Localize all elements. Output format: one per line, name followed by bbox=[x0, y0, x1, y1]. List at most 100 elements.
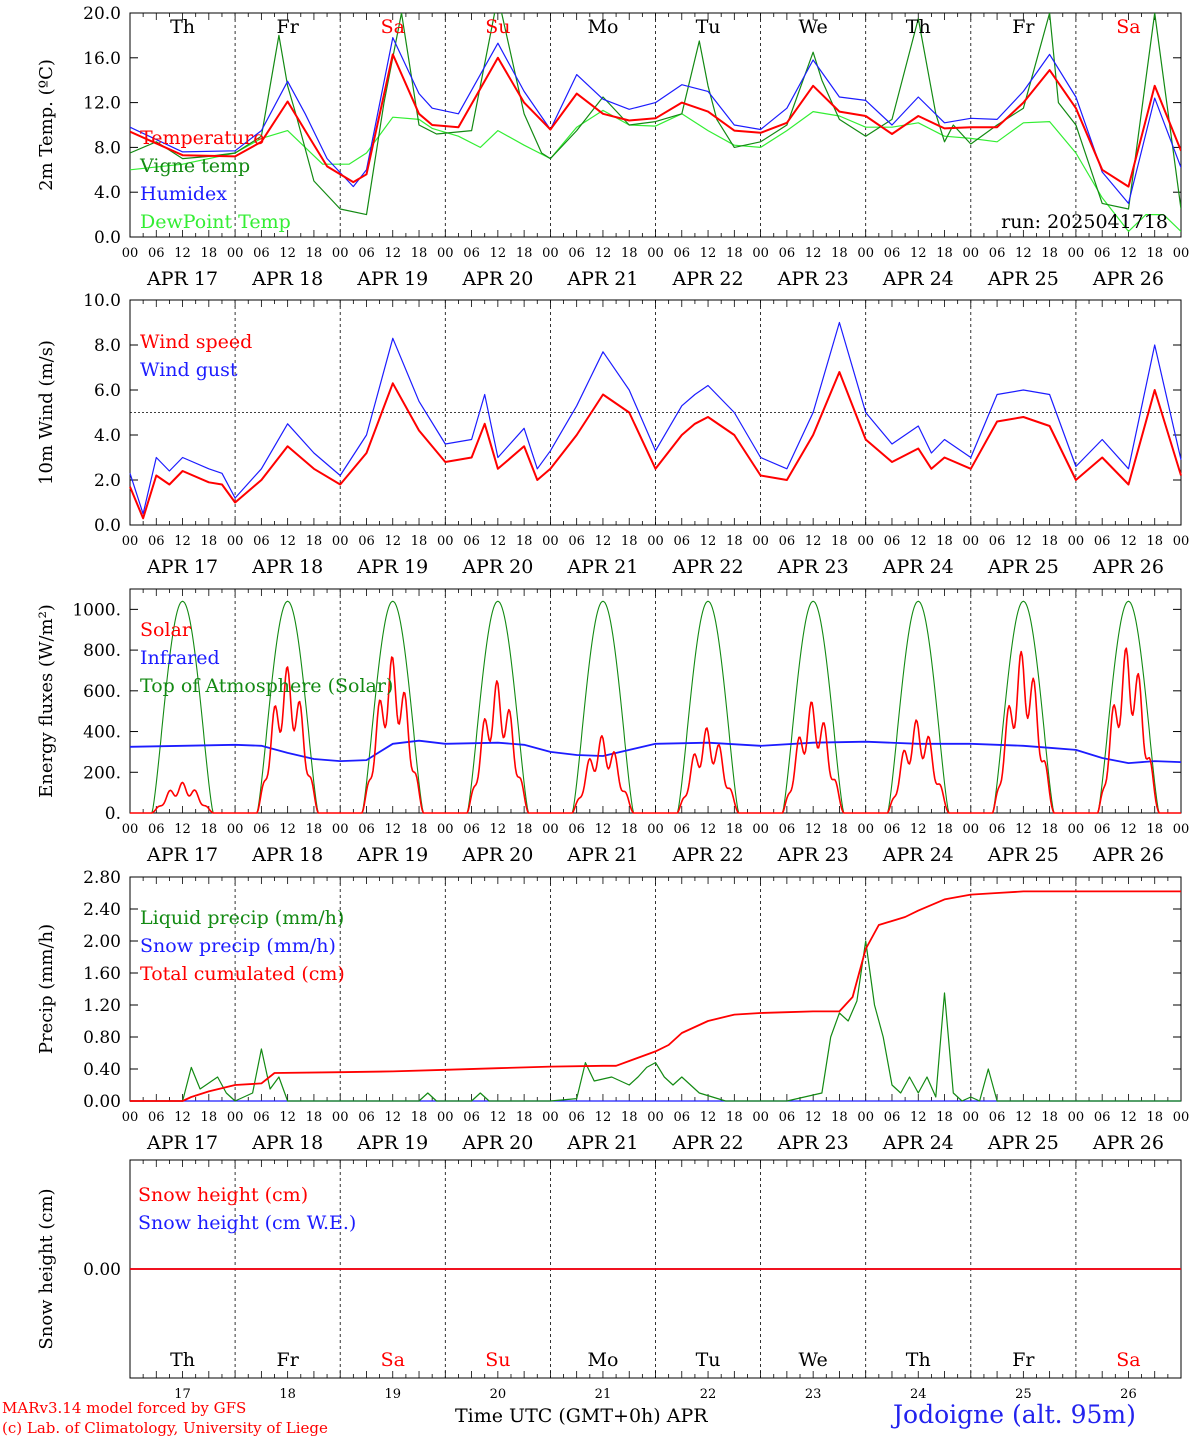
hour-tick-label: 06 bbox=[779, 246, 796, 261]
y-axis-label: Energy fluxes (W/m²) bbox=[36, 604, 57, 798]
hour-tick-label: 12 bbox=[910, 1110, 927, 1125]
date-label: APR 23 bbox=[777, 268, 849, 290]
hour-tick-label: 00 bbox=[122, 822, 139, 837]
hour-tick-label: 18 bbox=[726, 822, 743, 837]
hour-tick-label: 00 bbox=[647, 534, 664, 549]
hour-tick-label: 00 bbox=[437, 822, 454, 837]
hour-tick-label: 18 bbox=[201, 246, 218, 261]
weekday-label: Th bbox=[170, 1349, 195, 1371]
series-line bbox=[129, 739, 1182, 764]
hour-tick-label: 12 bbox=[910, 534, 927, 549]
panel-frame bbox=[129, 12, 1182, 238]
weekday-label: We bbox=[799, 16, 828, 38]
hour-tick-label: 18 bbox=[306, 822, 323, 837]
hour-tick-label: 12 bbox=[1015, 534, 1032, 549]
hour-tick-label: 06 bbox=[253, 246, 270, 261]
date-label: APR 24 bbox=[882, 1132, 954, 1154]
hour-tick-label: 12 bbox=[700, 534, 717, 549]
date-label: APR 17 bbox=[146, 844, 218, 866]
y-tick-label: 800. bbox=[83, 641, 121, 661]
hour-tick-label: 00 bbox=[1173, 246, 1190, 261]
hour-tick-label: 00 bbox=[122, 534, 139, 549]
hour-tick-label: 12 bbox=[910, 822, 927, 837]
hour-tick-label: 12 bbox=[174, 246, 191, 261]
date-label: APR 20 bbox=[461, 1132, 533, 1154]
y-tick-label: 200. bbox=[83, 763, 121, 783]
hour-tick-label: 00 bbox=[227, 246, 244, 261]
date-label: APR 18 bbox=[251, 556, 323, 578]
hour-tick-label: 06 bbox=[674, 534, 691, 549]
day-number-label: 19 bbox=[384, 1387, 401, 1402]
hour-tick-label: 00 bbox=[857, 822, 874, 837]
time-axis-label: Time UTC (GMT+0h) APR bbox=[455, 1405, 708, 1427]
hour-tick-label: 00 bbox=[542, 1110, 559, 1125]
hour-tick-label: 18 bbox=[831, 1110, 848, 1125]
hour-tick-label: 00 bbox=[332, 534, 349, 549]
hour-tick-label: 00 bbox=[122, 246, 139, 261]
legend-entry: Wind speed bbox=[140, 331, 252, 353]
y-tick-label: 400. bbox=[83, 723, 121, 743]
hour-tick-label: 00 bbox=[752, 534, 769, 549]
hour-tick-label: 00 bbox=[542, 534, 559, 549]
hour-tick-label: 06 bbox=[1094, 246, 1111, 261]
date-label: APR 19 bbox=[356, 268, 428, 290]
hour-tick-label: 12 bbox=[910, 246, 927, 261]
y-tick-label: 1.60 bbox=[83, 964, 121, 984]
hour-tick-label: 00 bbox=[963, 1110, 980, 1125]
hour-tick-label: 12 bbox=[805, 534, 822, 549]
hour-tick-label: 00 bbox=[542, 822, 559, 837]
legend-entry: Solar bbox=[140, 619, 192, 641]
hour-tick-label: 00 bbox=[437, 246, 454, 261]
y-tick-label: 20.0 bbox=[83, 4, 121, 24]
y-axis-label: Snow height (cm) bbox=[36, 1188, 57, 1349]
hour-tick-label: 18 bbox=[621, 534, 638, 549]
hour-tick-label: 12 bbox=[490, 246, 507, 261]
hour-tick-label: 12 bbox=[174, 822, 191, 837]
date-label: APR 19 bbox=[356, 1132, 428, 1154]
series-line bbox=[130, 13, 1181, 216]
hour-tick-label: 18 bbox=[1041, 822, 1058, 837]
hour-tick-label: 06 bbox=[358, 822, 375, 837]
date-label: APR 20 bbox=[461, 844, 533, 866]
date-label: APR 21 bbox=[566, 844, 638, 866]
date-label: APR 18 bbox=[251, 1132, 323, 1154]
hour-tick-label: 06 bbox=[463, 822, 480, 837]
hour-tick-label: 06 bbox=[253, 822, 270, 837]
date-label: APR 17 bbox=[146, 556, 218, 578]
y-tick-label: 1.20 bbox=[83, 996, 121, 1016]
weekday-label: Tu bbox=[696, 16, 721, 38]
hour-tick-label: 00 bbox=[647, 246, 664, 261]
hour-tick-label: 00 bbox=[227, 822, 244, 837]
hour-tick-label: 06 bbox=[989, 822, 1006, 837]
y-axis-label: 10m Wind (m/s) bbox=[36, 340, 57, 485]
panel-2: 10m Wind (m/s) 0.0 2.0 4.0 6.0 8.0 10.0 Wind sp… bbox=[36, 291, 1189, 578]
hour-tick-label: 12 bbox=[805, 822, 822, 837]
hour-tick-label: 06 bbox=[358, 534, 375, 549]
hour-tick-label: 12 bbox=[805, 1110, 822, 1125]
series-line bbox=[129, 321, 1182, 515]
hour-tick-label: 18 bbox=[306, 1110, 323, 1125]
hour-tick-label: 12 bbox=[700, 1110, 717, 1125]
hour-tick-label: 06 bbox=[253, 1110, 270, 1125]
hour-tick-label: 12 bbox=[1015, 246, 1032, 261]
weekday-label: Sa bbox=[1116, 16, 1140, 38]
hour-tick-label: 06 bbox=[989, 534, 1006, 549]
hour-tick-label: 06 bbox=[1094, 1110, 1111, 1125]
date-label: APR 25 bbox=[987, 268, 1059, 290]
day-number-label: 25 bbox=[1015, 1387, 1032, 1402]
hour-tick-label: 18 bbox=[621, 822, 638, 837]
weekday-label: Su bbox=[485, 1349, 510, 1371]
hour-tick-label: 00 bbox=[332, 1110, 349, 1125]
y-tick-label: 1000. bbox=[72, 600, 121, 620]
date-label: APR 22 bbox=[672, 844, 744, 866]
hour-tick-label: 12 bbox=[595, 534, 612, 549]
hour-tick-label: 12 bbox=[1015, 822, 1032, 837]
hour-tick-label: 18 bbox=[411, 822, 428, 837]
weekday-label: Fr bbox=[277, 1349, 300, 1371]
hour-tick-label: 00 bbox=[963, 534, 980, 549]
hour-tick-label: 12 bbox=[1015, 1110, 1032, 1125]
y-tick-label: 0.0 bbox=[94, 516, 121, 536]
hour-tick-label: 00 bbox=[227, 534, 244, 549]
y-tick-label: 0.40 bbox=[83, 1060, 121, 1080]
